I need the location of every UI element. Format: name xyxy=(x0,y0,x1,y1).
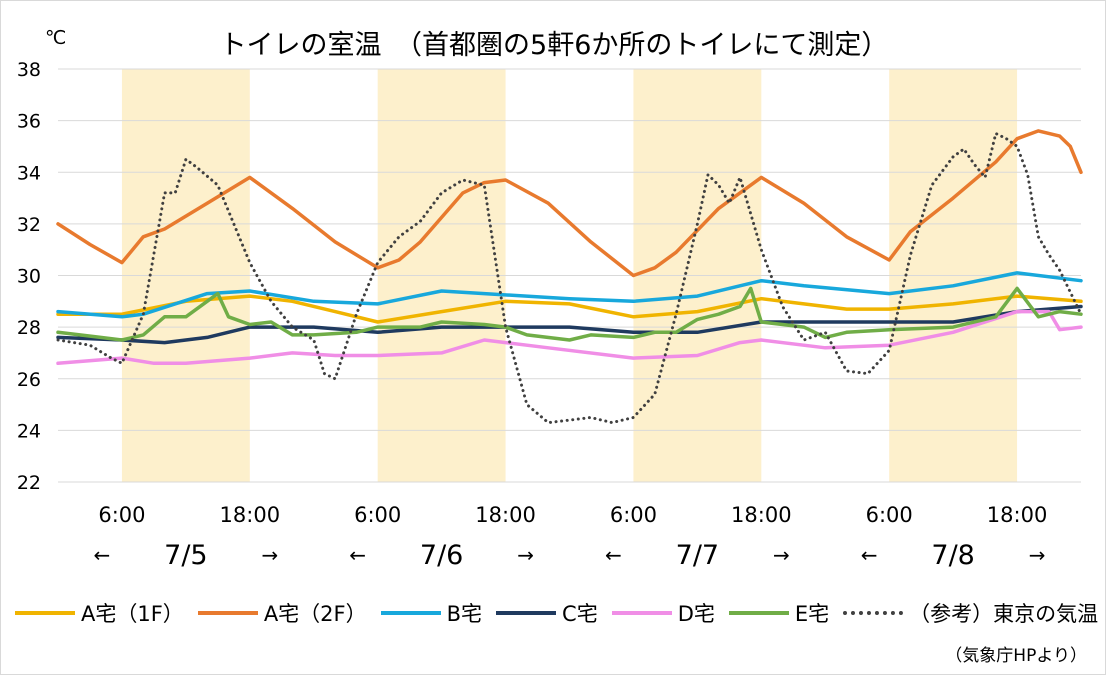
x-tick-label: 6:00 xyxy=(610,503,657,527)
legend-swatch xyxy=(843,611,904,615)
chart-title: トイレの室温 （首都圏の5軒6か所のトイレにて測定） xyxy=(219,30,889,61)
arrow-left: ← xyxy=(349,543,366,567)
arrow-right: → xyxy=(773,543,790,567)
x-tick-label: 18:00 xyxy=(987,503,1048,527)
day-label: 7/7 xyxy=(676,540,719,571)
y-tick-label: 24 xyxy=(17,420,41,442)
y-tick-label: 36 xyxy=(17,111,41,133)
legend-label: E宅 xyxy=(794,602,830,626)
y-axis-unit: ℃ xyxy=(45,27,67,49)
day-label: 7/8 xyxy=(931,540,974,571)
series-line xyxy=(56,271,1083,319)
x-tick-label: 18:00 xyxy=(475,503,536,527)
legend-item: （参考）東京の気温 xyxy=(843,598,1098,628)
x-tick-label: 6:00 xyxy=(98,503,145,527)
legend-label: A宅（1F） xyxy=(81,602,184,626)
series-line xyxy=(56,132,1083,425)
series-line xyxy=(56,304,1083,345)
legend-swatch xyxy=(496,611,557,615)
arrow-right: → xyxy=(517,543,534,567)
y-tick-label: 32 xyxy=(17,214,41,236)
legend-item: B宅 xyxy=(380,598,483,628)
legend-item: A宅（2F） xyxy=(197,598,367,628)
series-line xyxy=(56,294,1083,324)
legend-label: B宅 xyxy=(446,602,483,626)
source-note: （気象庁HPより） xyxy=(945,646,1087,666)
y-tick-label: 34 xyxy=(17,162,41,184)
legend-label: C宅 xyxy=(562,602,598,626)
arrow-right: → xyxy=(1029,543,1046,567)
arrow-left: ← xyxy=(93,543,110,567)
legend-swatch xyxy=(728,611,789,615)
y-tick-label: 22 xyxy=(17,472,41,494)
arrow-left: ← xyxy=(605,543,622,567)
legend-label: （参考）東京の気温 xyxy=(909,602,1099,626)
series-line xyxy=(56,309,1083,366)
legend-label: A宅（2F） xyxy=(263,602,367,626)
x-tick-label: 6:00 xyxy=(866,503,913,527)
y-tick-label: 28 xyxy=(17,317,41,339)
legend-item: C宅 xyxy=(496,598,598,628)
x-tick-label: 6:00 xyxy=(354,503,401,527)
y-tick-label: 26 xyxy=(17,369,41,391)
legend-item: D宅 xyxy=(611,598,715,628)
arrow-right: → xyxy=(261,543,278,567)
legend: A宅（1F） A宅（2F） B宅 C宅 D宅 E宅 （参考）東京の気温 xyxy=(15,598,1105,628)
series-line xyxy=(56,286,1083,342)
legend-swatch xyxy=(15,611,75,615)
x-tick-label: 18:00 xyxy=(220,503,281,527)
day-label: 7/6 xyxy=(420,540,463,571)
x-tick-label: 18:00 xyxy=(731,503,792,527)
legend-item: A宅（1F） xyxy=(15,598,184,628)
legend-swatch xyxy=(197,611,258,615)
legend-label: D宅 xyxy=(677,602,715,626)
legend-item: E宅 xyxy=(728,598,830,628)
y-tick-label: 30 xyxy=(17,266,41,288)
y-tick-label: 38 xyxy=(17,59,41,81)
arrow-left: ← xyxy=(861,543,878,567)
legend-swatch xyxy=(611,611,672,615)
legend-swatch xyxy=(380,611,441,615)
day-label: 7/5 xyxy=(164,540,207,571)
